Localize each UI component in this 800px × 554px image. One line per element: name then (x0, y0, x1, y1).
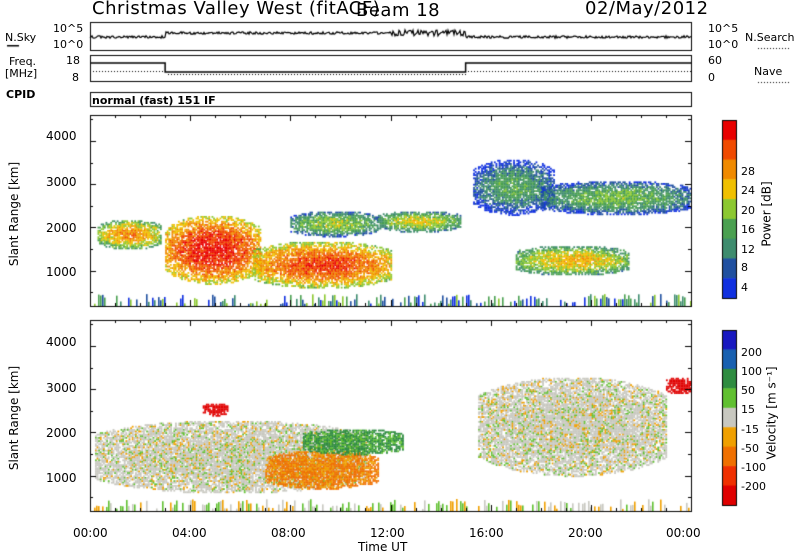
x-tick-2400: 00:00 (666, 526, 701, 540)
freq-label-bottom: [MHz] (5, 67, 38, 80)
power-y-tick-2000: 2000 (46, 221, 77, 235)
cpid-label: CPID (6, 88, 36, 101)
station-title: Christmas Valley West (fitACF) (92, 0, 381, 19)
velocity-cbar-tick-200: 200 (741, 346, 762, 359)
nave-tick-top: 60 (708, 54, 722, 67)
power-cbar-tick-4: 4 (741, 281, 748, 294)
power-cbar-tick-28: 28 (741, 165, 755, 178)
power-cbar-tick-12: 12 (741, 243, 755, 256)
power-cbar-tick-16: 16 (741, 223, 755, 236)
nsearch-tick-bottom: 10^0 (708, 38, 739, 51)
power-cbar-tick-24: 24 (741, 184, 755, 197)
x-tick-1600: 16:00 (469, 526, 504, 540)
velocity-colorbar-label: Velocity [m s⁻¹] (764, 366, 779, 460)
nave-tick-bottom: 0 (708, 71, 715, 84)
x-tick-1200: 12:00 (370, 526, 405, 540)
nsky-tick-bottom: 10^0 (53, 38, 84, 51)
power-cbar-tick-20: 20 (741, 204, 755, 217)
power-y-tick-1000: 1000 (46, 265, 77, 279)
nsearch-label: N.Search (745, 31, 795, 44)
power-y-label: Slant Range [km] (7, 161, 22, 267)
freq-label-top: Freq. (9, 55, 37, 68)
velocity-cbar-tick-m200: -200 (741, 480, 766, 493)
beam-label: Beam 18 (356, 0, 441, 21)
velocity-y-label: Slant Range [km] (7, 365, 22, 471)
velocity-cbar-tick-50: 50 (741, 384, 755, 397)
freq-tick-top: 18 (66, 54, 80, 67)
velocity-cbar-tick-15: 15 (741, 403, 755, 416)
power-y-tick-4000: 4000 (46, 129, 77, 143)
power-y-tick-3000: 3000 (46, 175, 77, 189)
velocity-y-tick-3000: 3000 (46, 381, 77, 395)
velocity-y-tick-4000: 4000 (46, 335, 77, 349)
x-axis-label: Time UT (358, 540, 408, 554)
x-tick-0400: 04:00 (172, 526, 207, 540)
nsearch-tick-top: 10^5 (708, 22, 739, 35)
x-tick-2000: 20:00 (568, 526, 603, 540)
velocity-y-tick-1000: 1000 (46, 471, 77, 485)
power-cbar-tick-8: 8 (741, 261, 748, 274)
x-tick-0000: 00:00 (73, 526, 108, 540)
nave-label: Nave (754, 65, 783, 78)
velocity-y-tick-2000: 2000 (46, 426, 77, 440)
velocity-cbar-tick-m100: -100 (741, 461, 766, 474)
freq-tick-bottom: 8 (72, 71, 79, 84)
nsky-tick-top: 10^5 (53, 22, 84, 35)
velocity-cbar-tick-m15: -15 (741, 423, 759, 436)
x-tick-0800: 08:00 (271, 526, 306, 540)
power-colorbar-label: Power [dB] (759, 181, 774, 247)
velocity-cbar-tick-100: 100 (741, 365, 762, 378)
velocity-cbar-tick-m50: -50 (741, 442, 759, 455)
cpid-text: normal (fast) 151 IF (92, 94, 216, 107)
date-label: 02/May/2012 (585, 0, 709, 19)
nsky-label: N.Sky (5, 31, 37, 44)
